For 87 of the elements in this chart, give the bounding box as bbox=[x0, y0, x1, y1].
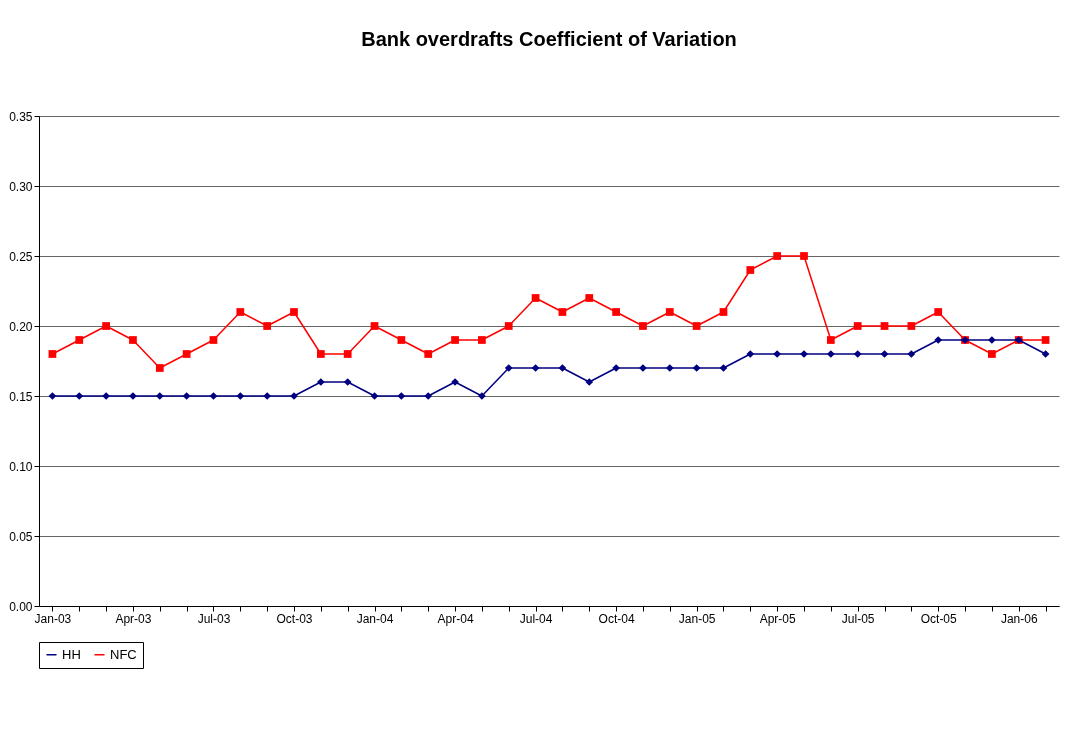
legend-label: HH bbox=[62, 646, 81, 662]
y-tick-label: 0.00 bbox=[9, 599, 33, 614]
point bbox=[263, 322, 272, 330]
y-tick-label: 0.05 bbox=[9, 529, 33, 544]
y-tick-label: 0.30 bbox=[9, 179, 33, 194]
x-tick-label: Jul-03 bbox=[197, 611, 231, 626]
point bbox=[692, 322, 701, 330]
point bbox=[585, 294, 594, 302]
point bbox=[129, 336, 137, 344]
y-tick-label: 0.20 bbox=[9, 319, 33, 334]
x-tick-label: Jan-04 bbox=[356, 611, 394, 626]
point bbox=[612, 308, 620, 316]
x-tick-label: Apr-05 bbox=[759, 611, 796, 626]
point bbox=[1041, 336, 1050, 344]
point bbox=[558, 364, 567, 372]
x-tick-label: Oct-05 bbox=[920, 611, 958, 626]
point bbox=[907, 322, 916, 330]
x-tick-label: Jan-05 bbox=[678, 611, 716, 626]
point bbox=[397, 392, 406, 400]
x-tick-label: Oct-04 bbox=[598, 611, 635, 626]
y-tick-label: 0.10 bbox=[9, 459, 33, 474]
point bbox=[370, 322, 379, 330]
point bbox=[102, 322, 110, 330]
point bbox=[1041, 350, 1050, 358]
point bbox=[934, 336, 943, 344]
point bbox=[665, 308, 674, 316]
chart-title: Bank overdrafts Coefficient of Variation bbox=[361, 28, 737, 50]
x-tick-label: Oct-03 bbox=[276, 611, 313, 626]
point bbox=[504, 322, 513, 330]
point bbox=[746, 266, 755, 274]
point bbox=[988, 350, 996, 358]
point bbox=[800, 252, 808, 260]
x-tick-label: Jan-06 bbox=[1000, 611, 1038, 626]
point bbox=[343, 378, 352, 386]
point bbox=[370, 392, 379, 400]
x-tick-label: Jan-03 bbox=[34, 611, 72, 626]
point bbox=[665, 364, 674, 372]
y-tick-label: 0.15 bbox=[9, 389, 33, 404]
point bbox=[719, 364, 728, 372]
point bbox=[263, 392, 272, 400]
point bbox=[773, 252, 782, 260]
point bbox=[853, 350, 862, 358]
point bbox=[48, 350, 57, 358]
point bbox=[236, 308, 245, 316]
point bbox=[155, 364, 164, 372]
point bbox=[343, 350, 352, 358]
point bbox=[585, 378, 594, 386]
x-tick-label: Apr-04 bbox=[437, 611, 474, 626]
point bbox=[558, 308, 567, 316]
point bbox=[531, 364, 540, 372]
point bbox=[209, 336, 218, 344]
point bbox=[853, 322, 862, 330]
point bbox=[424, 392, 433, 400]
point bbox=[424, 350, 433, 358]
point bbox=[773, 350, 782, 358]
point bbox=[907, 350, 916, 358]
point bbox=[692, 364, 701, 372]
point bbox=[75, 336, 84, 344]
point bbox=[316, 378, 325, 386]
y-tick-label: 0.25 bbox=[9, 249, 33, 264]
point bbox=[826, 350, 835, 358]
y-tick-label: 0.35 bbox=[9, 109, 33, 124]
point bbox=[155, 392, 164, 400]
point bbox=[880, 350, 889, 358]
point bbox=[478, 336, 486, 344]
point bbox=[504, 364, 513, 372]
point bbox=[182, 350, 191, 358]
point bbox=[397, 336, 406, 344]
point bbox=[236, 392, 245, 400]
point bbox=[826, 336, 835, 344]
x-tick-label: Jul-04 bbox=[519, 611, 553, 626]
legend-label: NFC bbox=[110, 646, 137, 662]
point bbox=[451, 336, 459, 344]
x-tick-label: Apr-03 bbox=[115, 611, 152, 626]
point bbox=[746, 350, 755, 358]
point bbox=[48, 392, 57, 400]
point bbox=[531, 294, 540, 302]
x-tick-label: Jul-05 bbox=[841, 611, 875, 626]
point bbox=[75, 392, 84, 400]
point bbox=[880, 322, 889, 330]
point bbox=[934, 308, 943, 316]
point bbox=[719, 308, 728, 316]
point bbox=[639, 322, 647, 330]
point bbox=[290, 308, 298, 316]
point bbox=[209, 392, 218, 400]
point bbox=[182, 392, 191, 400]
point bbox=[316, 350, 325, 358]
